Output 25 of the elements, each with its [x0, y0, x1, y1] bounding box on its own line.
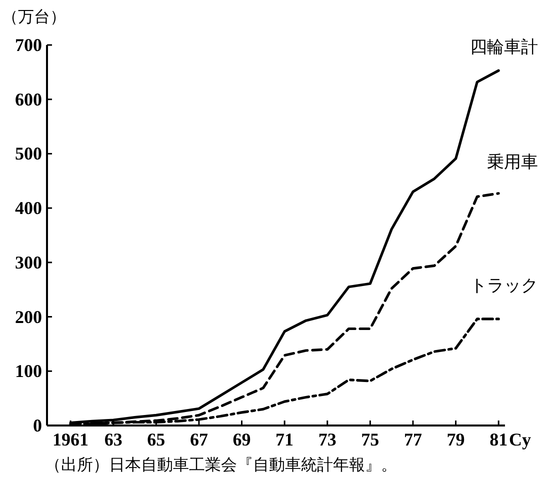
x-tick-label: 73: [318, 430, 336, 450]
x-tick-label: 71: [276, 430, 294, 450]
series-label: 乗用車: [487, 152, 538, 172]
x-tick-label: 67: [190, 430, 208, 450]
y-tick-label: 400: [15, 198, 42, 218]
series-label: 四輪車計: [470, 38, 538, 58]
text: （出所）日本自動車工業会『自動車統計年報』。: [45, 455, 397, 474]
x-tick-label: 1961: [52, 430, 89, 450]
x-tick-label: 79: [446, 430, 465, 450]
x-tick-label: 81: [490, 430, 508, 450]
series-label: トラック: [470, 276, 538, 296]
y-tick-label: 300: [15, 252, 42, 272]
x-tick-label: 65: [147, 430, 166, 450]
x-tick-label: 63: [104, 430, 122, 450]
y-tick-label: 500: [15, 144, 42, 164]
y-tick-label: 200: [15, 306, 42, 327]
y-axis-title: （万台）: [2, 7, 66, 26]
y-tick-label: 0: [33, 416, 42, 436]
x-axis-title: Cy: [509, 430, 531, 450]
x-tick-label: 75: [361, 430, 380, 450]
y-tick-label: 100: [15, 361, 42, 382]
y-tick-label: 700: [15, 35, 42, 55]
x-tick-label: 77: [404, 430, 422, 450]
x-tick-label: 69: [232, 430, 251, 450]
y-tick-label: 600: [15, 89, 42, 110]
